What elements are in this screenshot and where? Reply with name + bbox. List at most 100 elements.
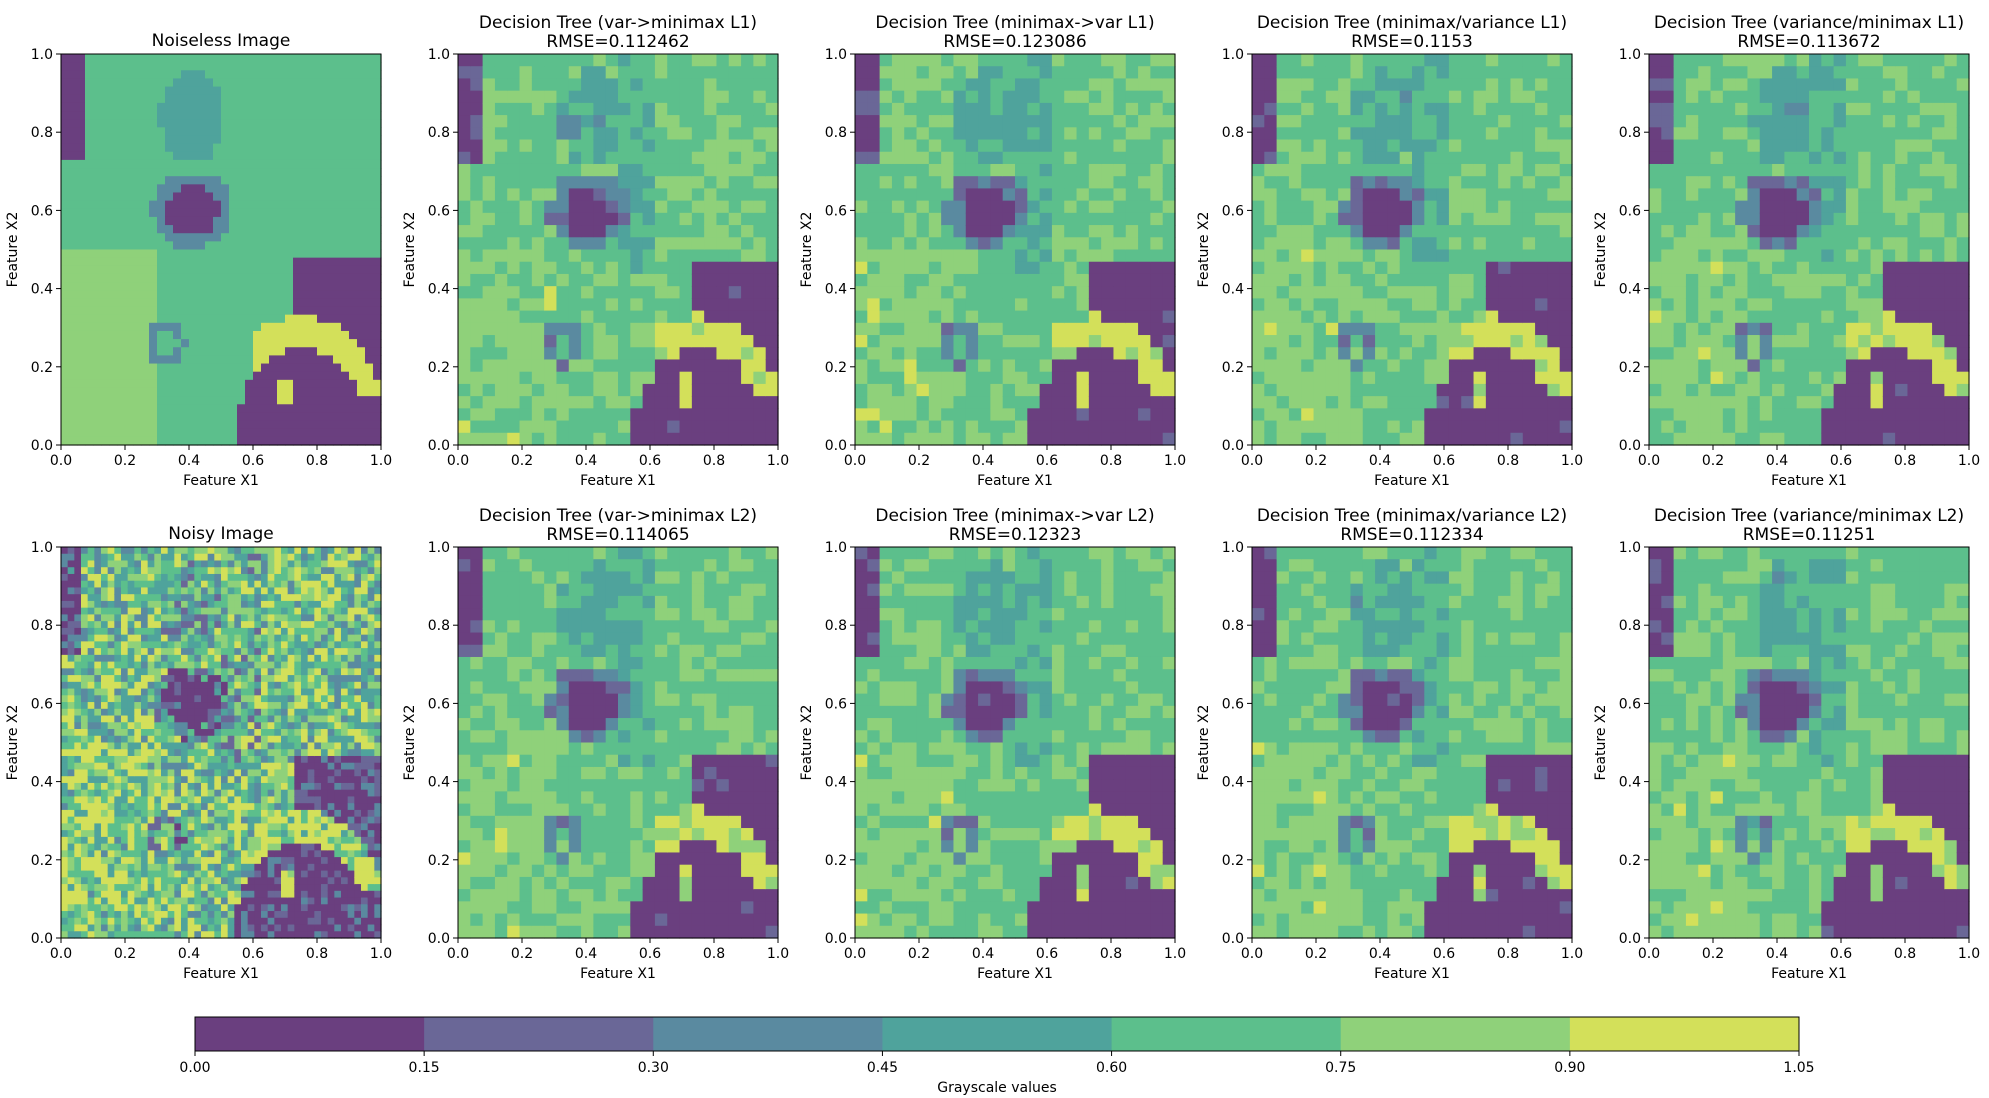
heatmap-cell (1735, 66, 1748, 79)
heatmap-cell (1040, 127, 1053, 140)
heatmap-cell (1301, 311, 1314, 324)
heatmap-cell (532, 359, 545, 372)
heatmap-cell (1772, 188, 1785, 201)
heatmap-cell (1686, 140, 1699, 153)
heatmap-cell (1064, 115, 1077, 128)
heatmap-cell (753, 421, 766, 434)
heatmap-cell (618, 335, 631, 348)
heatmap-cell (61, 429, 70, 438)
heatmap-cell (253, 160, 262, 169)
heatmap-cell (1387, 176, 1400, 189)
heatmap-cell (253, 429, 262, 438)
heatmap-cell (1523, 115, 1536, 128)
heatmap-cell (643, 298, 656, 311)
heatmap-cell (341, 192, 350, 201)
heatmap-cell (716, 54, 729, 67)
heatmap-cell (1437, 359, 1450, 372)
heatmap-cell (93, 201, 102, 210)
heatmap-cell (1424, 115, 1437, 128)
heatmap-cell (1649, 127, 1662, 140)
heatmap-cell (966, 237, 979, 250)
heatmap-cell (1252, 396, 1265, 409)
heatmap-cell (904, 323, 917, 336)
heatmap-cell (1064, 433, 1077, 446)
heatmap-cell (213, 437, 222, 446)
heatmap-cell (1711, 384, 1724, 397)
heatmap-cell (1326, 213, 1339, 226)
heatmap-cell (325, 87, 334, 96)
heatmap-cell (269, 201, 278, 210)
heatmap-cell (1661, 115, 1674, 128)
heatmap-cell (729, 347, 742, 360)
heatmap-cell (1301, 201, 1314, 214)
heatmap-cell (1474, 103, 1487, 116)
heatmap-cell (141, 87, 150, 96)
heatmap-cell (470, 78, 483, 91)
heatmap-cell (349, 421, 358, 430)
heatmap-cell (1498, 54, 1511, 67)
heatmap-cell (365, 347, 374, 356)
heatmap-cell (149, 87, 158, 96)
heatmap-cell (109, 70, 118, 79)
heatmap-cell (1064, 359, 1077, 372)
heatmap-cell (205, 412, 214, 421)
heatmap-cell (618, 237, 631, 250)
heatmap-cell (606, 262, 619, 275)
heatmap-cell (1474, 54, 1487, 67)
heatmap-cell (1523, 359, 1536, 372)
heatmap-cell (1064, 250, 1077, 263)
heatmap-cell (1400, 54, 1413, 67)
heatmap-cell (1424, 286, 1437, 299)
heatmap-cell (133, 282, 142, 291)
heatmap-cell (1264, 91, 1277, 104)
heatmap-cell (1498, 347, 1511, 360)
heatmap-cell (704, 152, 717, 165)
heatmap-cell (1474, 408, 1487, 421)
heatmap-cell (1461, 396, 1474, 409)
heatmap-cell (680, 396, 693, 409)
heatmap-cell (1784, 213, 1797, 226)
heatmap-cell (1760, 91, 1773, 104)
heatmap-cell (277, 78, 286, 87)
heatmap-cell (581, 54, 594, 67)
heatmap-cell (1150, 384, 1163, 397)
heatmap-cell (1138, 286, 1151, 299)
heatmap-cell (729, 408, 742, 421)
heatmap-cell (741, 176, 754, 189)
heatmap-cell (141, 119, 150, 128)
heatmap-cell (165, 192, 174, 201)
heatmap-cell (1772, 274, 1785, 287)
heatmap-cell (1510, 396, 1523, 409)
heatmap-cell (978, 115, 991, 128)
heatmap-cell (141, 355, 150, 364)
heatmap-cell (341, 54, 350, 63)
heatmap-cell (1461, 384, 1474, 397)
heatmap-cell (309, 87, 318, 96)
heatmap-cell (904, 274, 917, 287)
heatmap-cell (1314, 347, 1327, 360)
heatmap-cell (855, 213, 868, 226)
heatmap-cell (1089, 213, 1102, 226)
heatmap-cell (85, 412, 94, 421)
heatmap-cell (165, 372, 174, 381)
heatmap-cell (1437, 66, 1450, 79)
heatmap-cell (125, 274, 134, 283)
heatmap-cell (173, 258, 182, 267)
heatmap-cell (1163, 140, 1176, 153)
heatmap-cell (69, 184, 78, 193)
heatmap-cell (341, 78, 350, 87)
heatmap-cell (655, 335, 668, 348)
heatmap-cell (1760, 421, 1773, 434)
heatmap-cell (1412, 433, 1425, 446)
heatmap-cell (618, 115, 631, 128)
heatmap-cell (357, 274, 366, 283)
heatmap-cell (1077, 286, 1090, 299)
heatmap-cell (285, 95, 294, 104)
heatmap-cell (990, 140, 1003, 153)
heatmap-cell (285, 233, 294, 242)
heatmap-cell (181, 168, 190, 177)
heatmap-cell (349, 217, 358, 226)
heatmap-cell (205, 70, 214, 79)
heatmap-cell (149, 250, 158, 259)
heatmap-cell (569, 78, 582, 91)
